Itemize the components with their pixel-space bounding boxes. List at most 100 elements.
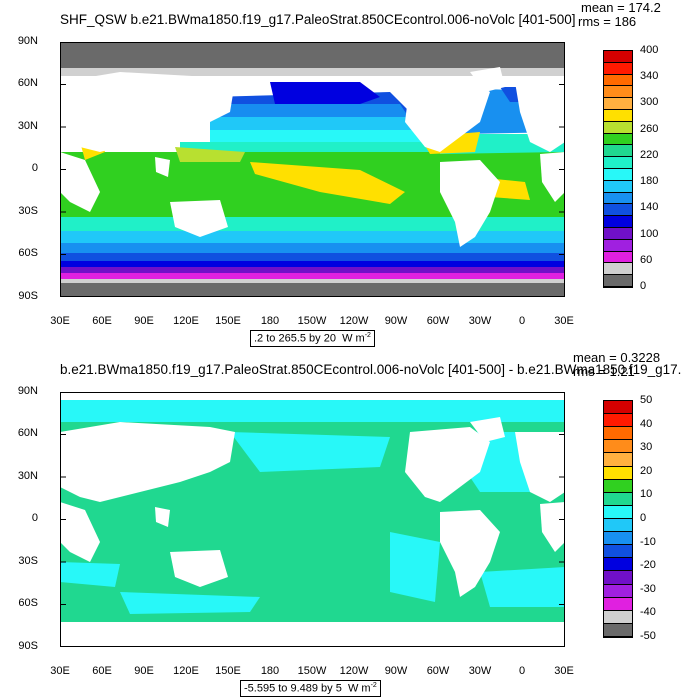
top-x-label: 120E — [173, 315, 199, 327]
top-colorbar-swatch — [604, 275, 632, 287]
bottom-x-label: 150E — [215, 665, 241, 677]
top-colorbar-label: 400 — [640, 44, 659, 56]
bottom-range-box: -5.595 to 9.489 by 5 W m-2 — [240, 680, 381, 697]
bottom-colorbar-swatch — [604, 610, 632, 624]
bottom-colorbar-label: 10 — [640, 488, 653, 501]
top-y-label-0: 0 — [31, 162, 38, 174]
bottom-colorbar-label: 50 — [640, 394, 653, 406]
bottom-x-label: 150W — [297, 665, 327, 677]
bottom-colorbar-swatch — [604, 505, 632, 519]
bottom-land-greenland — [470, 417, 505, 442]
bottom-range-text: -5.595 to 9.489 by 5 — [244, 682, 342, 695]
top-colorbar-swatch — [604, 192, 632, 205]
bottom-colorbar-swatch — [604, 584, 632, 598]
bottom-x-label: 60E — [92, 665, 112, 677]
top-colorbar-swatch — [604, 239, 632, 252]
top-land-asia — [60, 72, 235, 152]
top-arctic-ice — [60, 42, 565, 68]
bottom-x-label: 30E — [50, 665, 70, 677]
top-map — [60, 42, 565, 297]
top-colorbar-swatch — [604, 74, 632, 87]
bottom-colorbar-swatch — [604, 597, 632, 611]
top-colorbar-swatch — [604, 51, 632, 63]
top-colorbar-label: 340 — [640, 70, 659, 83]
top-colorbar-swatch — [604, 157, 632, 169]
bottom-units-exp: -2 — [370, 682, 377, 689]
top-colorbar-label: 180 — [640, 175, 659, 188]
bottom-x-label: 0 — [518, 665, 526, 677]
bottom-x-label: 30E — [554, 665, 574, 677]
top-x-label: 30E — [554, 315, 574, 327]
top-npac-deepblue — [270, 82, 380, 104]
bottom-land-africa — [60, 502, 100, 562]
top-colorbar-swatch — [604, 180, 632, 193]
top-y-label-30n: 30N — [17, 120, 38, 132]
top-colorbar-swatch — [604, 86, 632, 99]
bottom-colorbar-label: 40 — [640, 417, 653, 430]
bottom-y-label-30n: 30N — [17, 470, 38, 482]
bottom-y-label-90n: 90N — [17, 385, 38, 397]
top-x-label: 90W — [384, 315, 408, 327]
bottom-y-label-30s: 30S — [18, 555, 38, 567]
bottom-colorbar-swatch — [604, 414, 632, 428]
top-title: SHF_QSW b.e21.BWma1850.f19_g17.PaleoStra… — [60, 12, 576, 27]
top-arctic-ice-edge — [60, 68, 565, 76]
top-x-label: 30W — [468, 315, 492, 327]
top-land-australia — [170, 200, 228, 237]
top-land-namerica — [405, 77, 490, 152]
top-colorbar-swatch — [604, 109, 632, 122]
bottom-colorbar-swatch — [604, 518, 632, 533]
top-colorbar-swatch — [604, 121, 632, 134]
bottom-colorbar-label: -20 — [640, 559, 656, 572]
bottom-arctic-cyan — [60, 400, 565, 422]
bottom-colorbar-swatch — [604, 492, 632, 506]
bottom-colorbar-label: 30 — [640, 441, 653, 454]
top-land-europe — [515, 82, 565, 152]
bottom-rms-label: rms = 1.21 — [573, 364, 635, 379]
top-colorbar-label: 300 — [640, 96, 659, 109]
bottom-land-antarctica — [60, 622, 565, 647]
top-colorbar-swatch — [604, 168, 632, 181]
bottom-x-label: 120W — [339, 665, 369, 677]
bottom-colorbar — [603, 400, 633, 638]
bottom-colorbar-label: -30 — [640, 582, 656, 595]
top-colorbar-swatch — [604, 227, 632, 240]
top-units: W m — [342, 332, 365, 345]
top-pacific-yellow — [250, 162, 405, 204]
top-colorbar-labels: 400 340 300 260 220 180 140 100 60 0 — [640, 44, 690, 294]
bottom-mean-label: mean = 0.3228 — [573, 350, 661, 365]
top-colorbar-label: 60 — [640, 253, 653, 266]
top-x-label: 90E — [134, 315, 154, 327]
bottom-colorbar-labels: 50 40 30 20 10 0 -10 -20 -30 -40 -50 — [640, 394, 690, 644]
top-colorbar-swatch — [604, 145, 632, 158]
bottom-colorbar-swatch — [604, 545, 632, 559]
bottom-title: b.e21.BWma1850.f19_g17.PaleoStrat.850CEc… — [60, 362, 682, 377]
top-y-label-60n: 60N — [17, 77, 38, 89]
bottom-y-label-90s: 90S — [18, 640, 38, 652]
bottom-land-asia — [60, 422, 235, 502]
top-x-label: 30E — [50, 315, 70, 327]
top-y-label-90s: 90S — [18, 290, 38, 302]
top-colorbar-swatch — [604, 263, 632, 276]
bottom-x-label: 30W — [468, 665, 492, 677]
top-colorbar-swatch — [604, 62, 632, 75]
bottom-y-label-60n: 60N — [17, 427, 38, 439]
bottom-colorbar-label: -10 — [640, 535, 656, 548]
bottom-colorbar-label: 0 — [640, 512, 647, 524]
bottom-colorbar-swatch — [604, 623, 632, 637]
top-mean-label: mean = 174.2 — [581, 0, 661, 15]
top-range-text: .2 to 265.5 by 20 — [254, 332, 336, 345]
bottom-colorbar-swatch — [604, 558, 632, 572]
bottom-x-label: 180 — [260, 665, 280, 677]
top-colorbar-swatch — [604, 216, 632, 228]
top-land-africa — [60, 152, 100, 212]
top-colorbar-label: 0 — [640, 280, 647, 292]
bottom-map — [60, 392, 565, 647]
bottom-colorbar-label: -50 — [640, 630, 656, 642]
top-x-label: 60E — [92, 315, 112, 327]
top-colorbar-swatch — [604, 251, 632, 264]
bottom-land-samerica — [440, 510, 500, 597]
top-y-label-30s: 30S — [18, 205, 38, 217]
top-y-label-90n: 90N — [17, 35, 38, 47]
bottom-ticks — [60, 392, 565, 647]
